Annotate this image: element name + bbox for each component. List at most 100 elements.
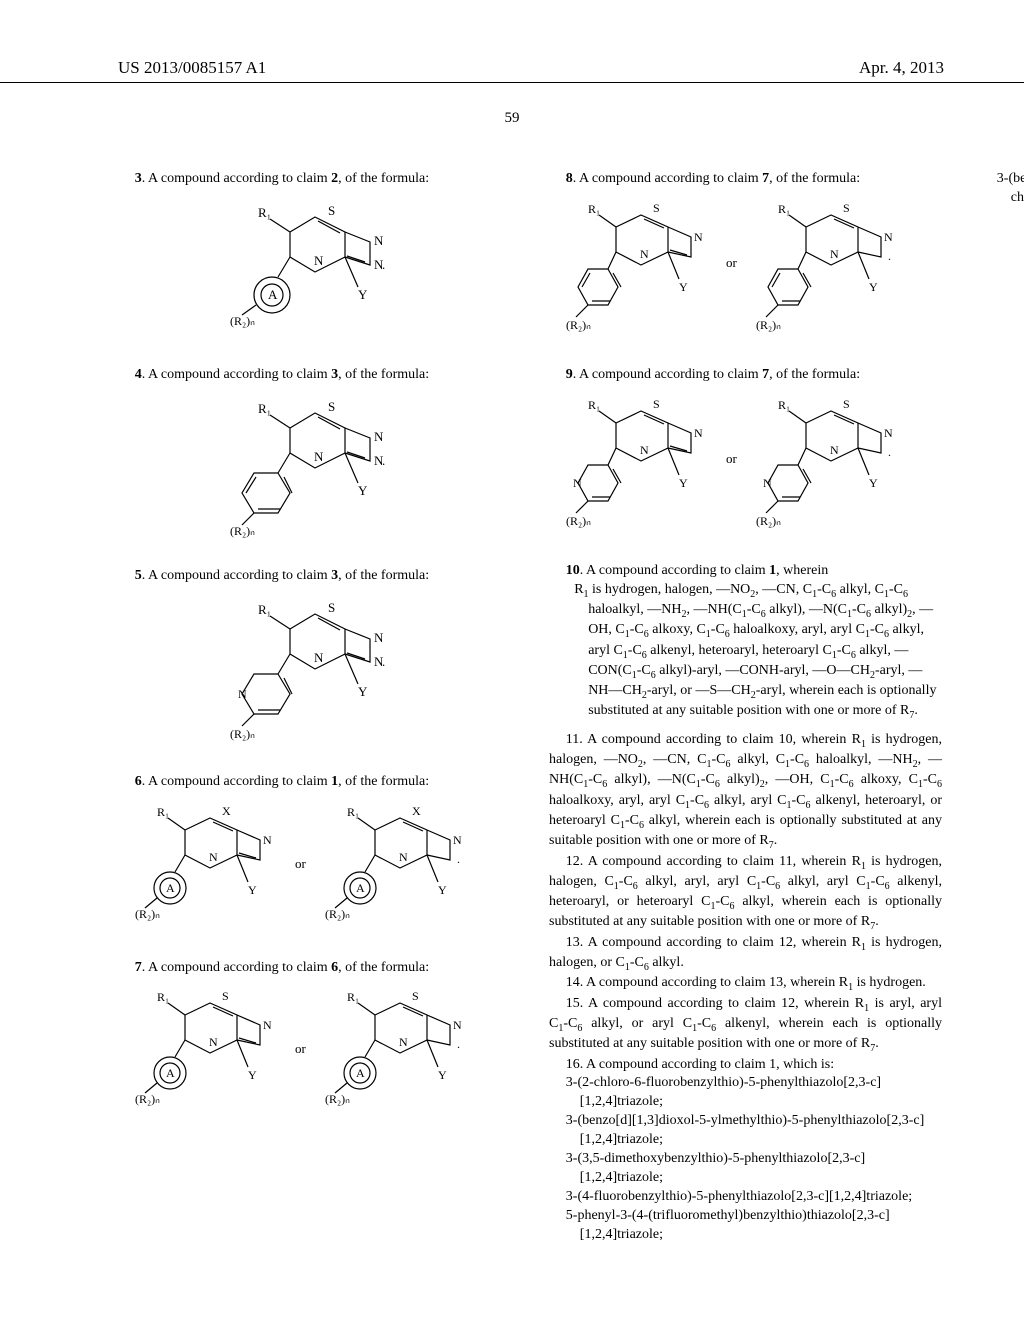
- claim-7-text: 7. A compound according to claim 6, of t…: [118, 959, 511, 978]
- claim-7: 7. A compound according to claim 6, of t…: [118, 959, 511, 1131]
- svg-text:S: S: [328, 600, 335, 615]
- svg-text:N: N: [374, 233, 384, 248]
- svg-text:N: N: [640, 443, 649, 457]
- svg-text:Y: Y: [358, 287, 368, 302]
- svg-text:.: .: [382, 654, 385, 669]
- svg-text:.: .: [382, 453, 385, 468]
- svg-text:S: S: [222, 989, 229, 1003]
- claim-4-figure: R₁ S N N N Y (R₂)ₙ .: [118, 393, 511, 553]
- svg-text:N: N: [374, 630, 384, 645]
- svg-text:S: S: [843, 397, 850, 411]
- claim-4: 4. A compound according to claim 3, of t…: [118, 366, 511, 553]
- svg-text:R₁: R₁: [258, 602, 271, 617]
- claim-13: 13. A compound according to claim 12, wh…: [549, 934, 942, 975]
- page-header: US 2013/0085157 A1 Apr. 4, 2013: [0, 58, 1024, 83]
- svg-text:.: .: [888, 445, 891, 459]
- svg-text:(R₂)ₙ: (R₂)ₙ: [325, 907, 350, 921]
- svg-text:R₁: R₁: [347, 990, 359, 1004]
- svg-text:N: N: [399, 850, 408, 864]
- claim-6-text: 6. A compound according to claim 1, of t…: [118, 773, 511, 792]
- svg-text:N: N: [209, 1035, 218, 1049]
- svg-text:S: S: [653, 201, 660, 215]
- claim-10-text: 10. A compound according to claim 1, whe…: [549, 562, 942, 581]
- svg-text:(R₂)ₙ: (R₂)ₙ: [230, 727, 255, 741]
- svg-text:X: X: [222, 804, 231, 818]
- svg-text:.: .: [457, 852, 460, 866]
- claim-16-lead: 16. A compound according to claim 1, whi…: [549, 1056, 942, 1075]
- svg-text:Y: Y: [679, 280, 688, 294]
- svg-text:(R₂)ₙ: (R₂)ₙ: [325, 1092, 350, 1106]
- claim-16-item-4: 5-phenyl-3-(4-(trifluoromethyl)benzylthi…: [549, 1207, 942, 1245]
- svg-text:A: A: [166, 1066, 175, 1080]
- claim-9-text: 9. A compound according to claim 7, of t…: [549, 366, 942, 385]
- claim-4-text: 4. A compound according to claim 3, of t…: [118, 366, 511, 385]
- svg-text:N: N: [314, 650, 324, 665]
- svg-text:(R₂)ₙ: (R₂)ₙ: [230, 314, 255, 328]
- claim-5: 5. A compound according to claim 3, of t…: [118, 567, 511, 759]
- svg-text:S: S: [328, 399, 335, 414]
- svg-text:R₁: R₁: [157, 805, 169, 819]
- claim-3-figure: R₁ S N N N A Y (R₂)ₙ .: [118, 197, 511, 352]
- svg-text:S: S: [412, 989, 419, 1003]
- svg-text:N: N: [238, 687, 247, 701]
- svg-text:N: N: [694, 426, 703, 440]
- svg-text:A: A: [268, 287, 278, 302]
- svg-text:N: N: [453, 1018, 462, 1032]
- publication-number: US 2013/0085157 A1: [118, 58, 266, 78]
- svg-text:.: .: [382, 257, 385, 272]
- svg-text:(R₂)ₙ: (R₂)ₙ: [230, 524, 255, 538]
- svg-text:N: N: [314, 253, 324, 268]
- claim-6: 6. A compound according to claim 1, of t…: [118, 773, 511, 945]
- claim-16-item-3: 3-(4-fluorobenzylthio)-5-phenylthiazolo[…: [549, 1188, 942, 1207]
- claim-16-item-0: 3-(2-chloro-6-fluorobenzylthio)-5-phenyl…: [549, 1074, 942, 1112]
- page-number: 59: [0, 110, 1024, 127]
- claim-16-item-1: 3-(benzo[d][1,3]dioxol-5-ylmethylthio)-5…: [549, 1112, 942, 1150]
- claim-5-text: 5. A compound according to claim 3, of t…: [118, 567, 511, 586]
- svg-text:or: or: [295, 1041, 307, 1056]
- claim-10-body: R1 is hydrogen, halogen, —NO2, —CN, C1-C…: [549, 581, 942, 723]
- svg-text:N: N: [884, 230, 893, 244]
- claim-9-figure: R₁S NN N Y (R₂)ₙ or R₁S NN N Y (R₂)ₙ .: [549, 393, 942, 548]
- svg-text:Y: Y: [869, 476, 878, 490]
- svg-text:R₁: R₁: [588, 398, 600, 412]
- svg-text:R₁: R₁: [778, 202, 790, 216]
- claim-number: 3: [135, 171, 142, 186]
- svg-text:Y: Y: [248, 1068, 257, 1082]
- svg-text:S: S: [653, 397, 660, 411]
- svg-text:R₁: R₁: [588, 202, 600, 216]
- svg-text:N: N: [263, 1018, 272, 1032]
- claim-5-figure: R₁ S N N N N Y (R₂)ₙ .: [118, 594, 511, 759]
- svg-text:Y: Y: [358, 483, 368, 498]
- svg-text:N: N: [314, 449, 324, 464]
- svg-text:Y: Y: [679, 476, 688, 490]
- svg-text:R₁: R₁: [258, 401, 271, 416]
- svg-text:(R₂)ₙ: (R₂)ₙ: [566, 318, 591, 332]
- svg-text:Y: Y: [869, 280, 878, 294]
- svg-text:R₁: R₁: [157, 990, 169, 1004]
- body-columns: 3. A compound according to claim 2, of t…: [118, 170, 942, 1280]
- svg-text:Y: Y: [358, 684, 368, 699]
- claim-6-figure: R₁X NN AY (R₂)ₙ or R₁X NN AY (R₂)ₙ .: [118, 800, 511, 945]
- svg-text:or: or: [295, 856, 307, 871]
- svg-text:Y: Y: [248, 883, 257, 897]
- claim-15: 15. A compound according to claim 12, wh…: [549, 995, 942, 1056]
- svg-text:X: X: [412, 804, 421, 818]
- claim-3-text: 3. A compound according to claim 2, of t…: [118, 170, 511, 189]
- claim-3: 3. A compound according to claim 2, of t…: [118, 170, 511, 352]
- publication-date: Apr. 4, 2013: [859, 58, 944, 78]
- svg-text:R₁: R₁: [347, 805, 359, 819]
- svg-text:N: N: [573, 476, 582, 490]
- svg-text:(R₂)ₙ: (R₂)ₙ: [756, 318, 781, 332]
- svg-text:N: N: [399, 1035, 408, 1049]
- svg-text:N: N: [209, 850, 218, 864]
- svg-text:N: N: [763, 476, 772, 490]
- svg-text:(R₂)ₙ: (R₂)ₙ: [566, 514, 591, 528]
- svg-text:(R₂)ₙ: (R₂)ₙ: [135, 907, 160, 921]
- svg-text:(R₂)ₙ: (R₂)ₙ: [756, 514, 781, 528]
- svg-text:A: A: [356, 1066, 365, 1080]
- svg-text:N: N: [830, 247, 839, 261]
- svg-text:or: or: [726, 255, 738, 270]
- claim-16-item-5: 3-(benzo[d][1,3]dioxol-5-ylmethylthio)-5…: [980, 170, 1024, 208]
- svg-text:.: .: [888, 249, 891, 263]
- svg-text:R₁: R₁: [258, 205, 271, 220]
